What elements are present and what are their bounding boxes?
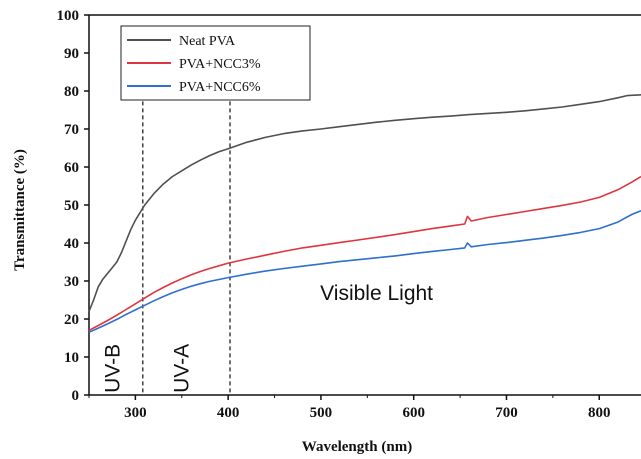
series-line-3 [88, 209, 641, 334]
region-label: UV-A [170, 344, 193, 393]
y-axis-title: Transmittance (%) [12, 149, 28, 271]
region-annotations: UV-B UV-A Visible Light [102, 282, 434, 393]
y-tick-label: 10 [64, 350, 79, 366]
legend-entry-label: Neat PVA [179, 34, 236, 49]
y-tick-label: 50 [64, 198, 79, 214]
series-line-2 [88, 175, 641, 332]
y-tick-label: 40 [64, 236, 79, 252]
x-tick-label: 500 [310, 405, 333, 421]
y-tick-label: 70 [64, 122, 79, 138]
y-tick-label: 90 [64, 46, 79, 62]
y-tick-label: 30 [64, 274, 79, 290]
y-tick-label: 100 [57, 8, 80, 24]
series-lines [88, 94, 641, 334]
x-tick-label: 700 [495, 405, 518, 421]
legend-entry-label: PVA+NCC6% [179, 80, 261, 95]
x-axis-title: Wavelength (nm) [302, 439, 412, 455]
x-tick-label: 400 [217, 405, 240, 421]
series-line-1 [88, 94, 641, 312]
x-tick-label: 800 [588, 405, 611, 421]
y-tick-label: 60 [64, 160, 79, 176]
axes: 0 10 20 30 40 50 60 70 80 90 100 300 400 500 600 700 800 [57, 8, 641, 421]
y-tick-label: 80 [64, 84, 79, 100]
region-dividers [142, 45, 231, 395]
legend-entry-label: PVA+NCC3% [179, 57, 261, 72]
y-tick-label: 0 [72, 388, 80, 404]
x-tick-label: 300 [124, 405, 147, 421]
legend: Neat PVA PVA+NCC3% PVA+NCC6% [120, 25, 311, 101]
region-label: Visible Light [320, 282, 433, 305]
y-tick-label: 20 [64, 312, 79, 328]
region-label: UV-B [102, 344, 125, 393]
x-tick-label: 600 [402, 405, 425, 421]
